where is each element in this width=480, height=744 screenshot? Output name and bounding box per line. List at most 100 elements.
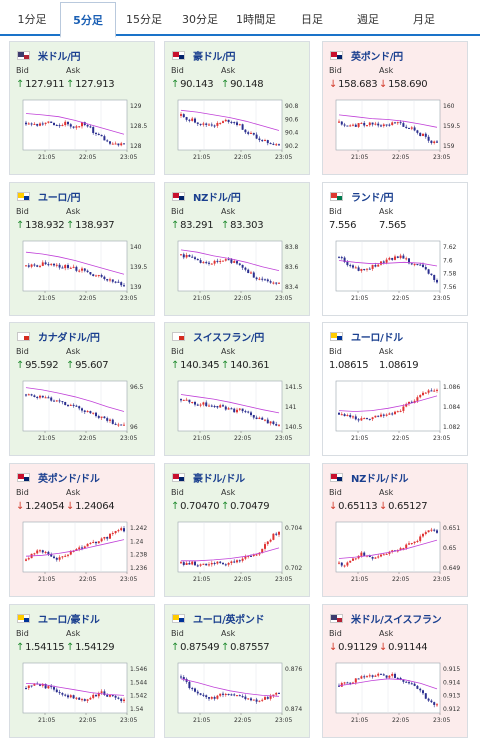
candlestick-chart[interactable]: 141.5 141 140.5 21:05 22:05 23:05 — [176, 377, 302, 449]
bid-label: Bid — [16, 347, 29, 356]
candle-body — [36, 550, 39, 554]
pair-name[interactable]: ランド/円 — [351, 192, 394, 204]
candle-body — [191, 402, 194, 404]
x-tick-label: 21:05 — [38, 295, 55, 302]
candle-body — [55, 125, 58, 127]
candle-body — [366, 418, 368, 420]
candlestick-chart[interactable]: 0.704 0.702 21:05 22:05 23:05 — [176, 518, 302, 590]
currency-card[interactable]: ユーロ/円 Bid Ask ↑ 138.932 ↑ 138.937 140 139.5… — [9, 182, 155, 316]
currency-card[interactable]: 英ポンド/ドル Bid Ask ↓ 1.24054 ↓ 1.24064 1.242 1… — [9, 463, 155, 597]
candle-body — [64, 265, 67, 269]
candlestick-chart[interactable]: 83.8 83.6 83.4 21:05 22:05 23:05 — [176, 237, 302, 309]
tab-7[interactable]: 週足 — [357, 13, 379, 26]
candle-body — [382, 554, 385, 556]
pair-name[interactable]: 英ポンド/ドル — [38, 473, 100, 485]
candlestick-chart[interactable]: 160 159.5 159 21:05 22:05 23:05 — [334, 96, 460, 168]
candlestick-chart[interactable]: 0.915 0.914 0.913 0.912 21:05 22:05 23:05 — [334, 659, 460, 731]
pair-name[interactable]: 米ドル/スイスフラン — [351, 614, 442, 626]
pair-name[interactable]: 米ドル/円 — [38, 51, 81, 63]
candlestick-chart[interactable]: 0.876 0.874 21:05 22:05 23:05 — [176, 659, 302, 731]
candlestick-chart[interactable]: 140 139.5 139 21:05 22:05 23:05 — [21, 237, 147, 309]
candle-body — [371, 417, 374, 420]
candle-body — [405, 126, 408, 128]
currency-card[interactable]: 豪ドル/円 Bid Ask ↑ 90.143 ↑ 90.148 90.8 90.6 90… — [164, 41, 310, 175]
candlestick-chart[interactable]: 0.651 0.65 0.649 21:05 22:05 23:05 — [334, 518, 460, 590]
x-tick-label: 23:05 — [120, 154, 137, 161]
candlestick-chart[interactable]: 7.62 7.6 7.58 7.56 21:05 22:05 23:05 — [334, 237, 460, 309]
currency-card[interactable]: NZドル/円 Bid Ask ↑ 83.291 ↑ 83.303 83.8 83.6 8… — [164, 182, 310, 316]
candle-body — [388, 413, 391, 415]
currency-card[interactable]: 英ポンド/円 Bid Ask ↓ 158.683 ↓ 158.690 160 159.… — [322, 41, 468, 175]
tab-5[interactable]: 1時間足 — [236, 13, 276, 26]
currency-card[interactable]: カナダドル/円 Bid Ask ↑ 95.592 ↑ 95.607 96.5 96 21… — [9, 322, 155, 456]
candlestick-chart[interactable]: 90.8 90.6 90.4 90.2 21:05 22:05 23:05 — [176, 96, 302, 168]
currency-card[interactable]: NZドル/ドル Bid Ask ↓ 0.65113 ↓ 0.65127 0.651 0… — [322, 463, 468, 597]
candle-body — [354, 678, 357, 683]
candle-body — [430, 700, 433, 703]
candle-body — [433, 529, 436, 531]
pair-name[interactable]: スイスフラン/円 — [193, 332, 264, 344]
candle-body — [419, 395, 422, 398]
candle-body — [402, 123, 405, 127]
tab-3[interactable]: 15分足 — [126, 13, 162, 26]
candle-body — [233, 694, 236, 696]
candle-body — [402, 255, 405, 259]
pair-name[interactable]: 豪ドル/ドル — [193, 473, 245, 485]
pair-name[interactable]: 豪ドル/円 — [193, 51, 236, 63]
currency-card[interactable]: スイスフラン/円 Bid Ask ↑ 140.345 ↑ 140.361 141.5… — [164, 322, 310, 456]
pair-name[interactable]: ユーロ/豪ドル — [38, 614, 100, 626]
candle-body — [196, 404, 199, 406]
currency-card[interactable]: 豪ドル/ドル Bid Ask ↑ 0.70470 ↑ 0.70479 0.704 0.… — [164, 463, 310, 597]
y-tick-label: 1.24 — [130, 538, 144, 545]
currency-card[interactable]: ユーロ/ドル Bid Ask 1.08615 1.08619 1.086 1.08… — [322, 322, 468, 456]
pair-name[interactable]: ユーロ/ドル — [351, 332, 403, 344]
candle-body — [86, 699, 89, 701]
candle-body — [338, 256, 340, 258]
price-values: ↓ 158.683 ↓ 158.690 — [329, 78, 461, 90]
candle-body — [194, 257, 196, 259]
card-header: 英ポンド/ドル — [16, 470, 148, 485]
currency-card[interactable]: ユーロ/豪ドル Bid Ask ↑ 1.54115 ↑ 1.54129 1.546 1… — [9, 604, 155, 738]
currency-card[interactable]: 米ドル/円 Bid Ask ↑ 127.911 ↑ 127.913 129 128.5… — [9, 41, 155, 175]
candle-body — [408, 127, 410, 129]
currency-card[interactable]: 米ドル/スイスフラン Bid Ask ↓ 0.91129 ↓ 0.91144 0.9… — [322, 604, 468, 738]
candle-body — [388, 551, 391, 554]
tab-1[interactable]: 1分足 — [17, 13, 47, 26]
tab-6[interactable]: 日足 — [301, 13, 323, 26]
candle-body — [83, 268, 86, 271]
pair-name[interactable]: カナダドル/円 — [38, 332, 100, 344]
currency-card[interactable]: ユーロ/英ポンド Bid Ask ↑ 0.87549 ↑ 0.87557 0.876… — [164, 604, 310, 738]
bid-label: Bid — [16, 629, 29, 638]
candle-body — [33, 683, 36, 686]
candle-body — [55, 400, 58, 402]
candlestick-chart[interactable]: 1.242 1.24 1.238 1.236 21:05 22:05 23:05 — [21, 518, 147, 590]
pair-name[interactable]: 英ポンド/円 — [351, 51, 403, 63]
currency-card[interactable]: ランド/円 Bid Ask 7.556 7.565 7.62 7.6 7.58 7.5… — [322, 182, 468, 316]
candle-body — [47, 264, 50, 266]
candle-body — [95, 541, 97, 544]
pair-name[interactable]: NZドル/円 — [193, 192, 241, 204]
pair-name[interactable]: ユーロ/英ポンド — [193, 614, 265, 626]
candle-body — [106, 536, 109, 539]
candle-body — [278, 531, 280, 535]
candle-body — [238, 408, 241, 410]
candlestick-chart[interactable]: 129 128.5 128 21:05 22:05 23:05 — [21, 96, 147, 168]
candle-body — [436, 704, 438, 706]
card-header: NZドル/ドル — [329, 470, 461, 485]
candle-body — [100, 416, 103, 418]
tab-8[interactable]: 月足 — [413, 13, 435, 26]
pair-name[interactable]: ユーロ/円 — [38, 192, 81, 204]
candle-body — [188, 681, 191, 689]
candlestick-chart[interactable]: 1.086 1.084 1.082 21:05 22:05 23:05 — [334, 377, 460, 449]
candle-body — [394, 673, 396, 678]
tab-4[interactable]: 30分足 — [182, 13, 218, 26]
candle-body — [202, 402, 205, 405]
candle-body — [233, 261, 236, 263]
pair-name[interactable]: NZドル/ドル — [351, 473, 409, 485]
candlestick-chart[interactable]: 96.5 96 21:05 22:05 23:05 — [21, 377, 147, 449]
candle-body — [424, 693, 427, 699]
tab-2[interactable]: 5分足 — [60, 2, 116, 38]
y-tick-label: 1.084 — [443, 404, 460, 411]
candlestick-chart[interactable]: 1.546 1.544 1.542 1.54 21:05 22:05 23:05 — [21, 659, 147, 731]
flag-icon — [17, 613, 30, 623]
